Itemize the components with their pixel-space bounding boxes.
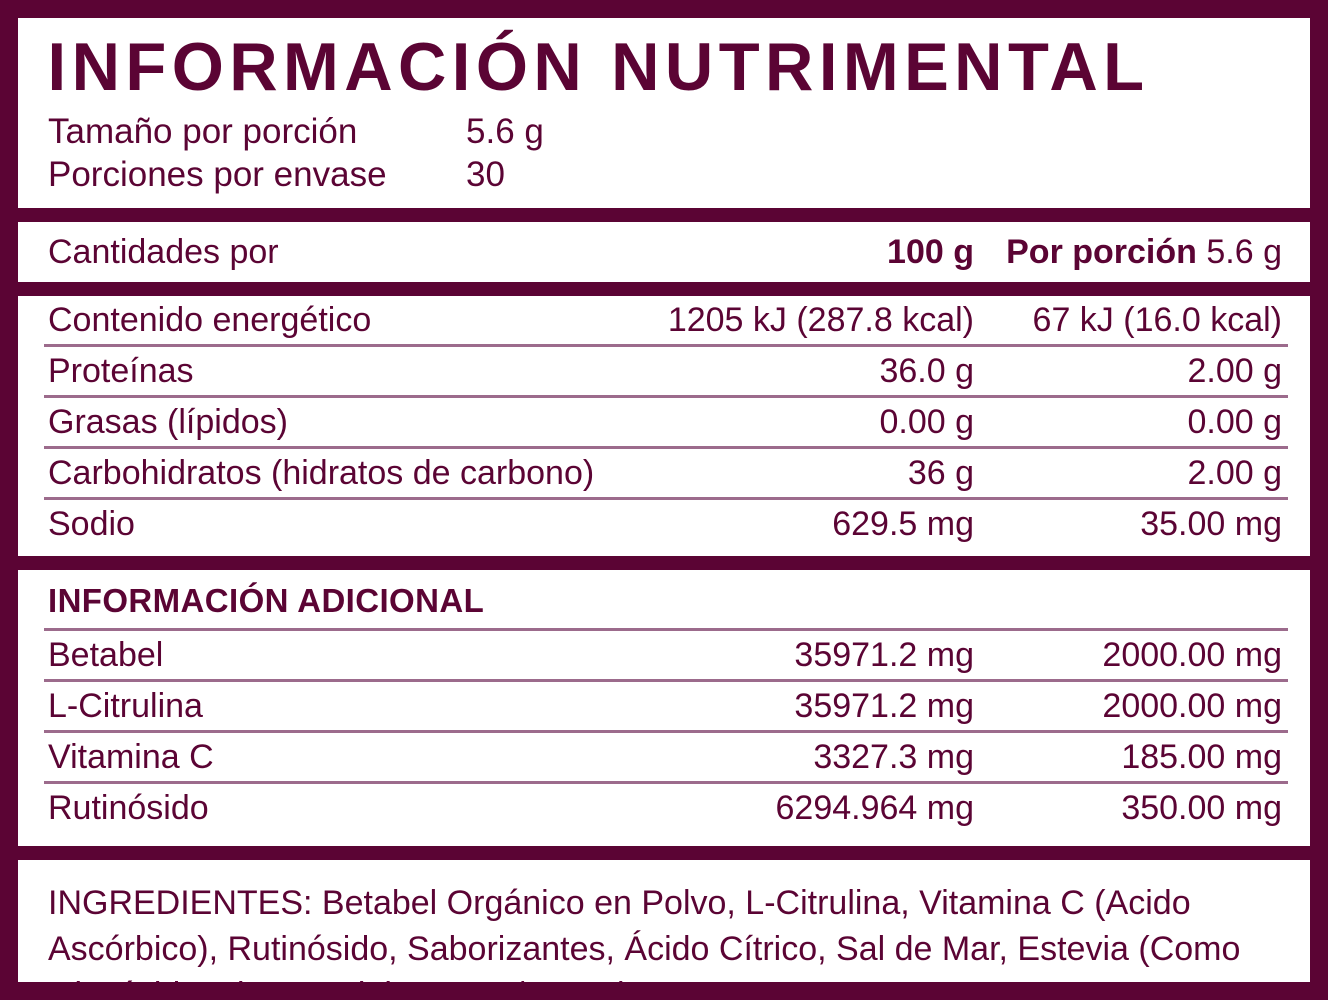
serving-info: Tamaño por porción 5.6 g Porciones por e… (18, 104, 1310, 208)
nutrient-value-per-portion: 2.00 g (1187, 352, 1282, 390)
spacer (18, 548, 1310, 556)
divider-thin (44, 679, 1288, 682)
table-row: Grasas (lípidos) 0.00 g 0.00 g (18, 398, 1310, 446)
additional-value-per-100g: 35971.2 mg (794, 636, 974, 674)
table-row: Vitamina C 3327.3 mg 185.00 mg (18, 733, 1310, 781)
additional-name: Betabel (48, 636, 164, 674)
table-row: L-Citrulina 35971.2 mg 2000.00 mg (18, 682, 1310, 730)
column-header-per-portion-bold: Por porción (1006, 233, 1197, 271)
additional-value-per-100g: 35971.2 mg (794, 687, 974, 725)
additional-value-per-100g: 6294.964 mg (775, 789, 975, 827)
nutrient-value-per-100g: 0.00 g (879, 403, 974, 441)
table-row: Contenido energético 1205 kJ (287.8 kcal… (18, 296, 1310, 344)
divider-thin (44, 628, 1288, 631)
nutrient-name: Contenido energético (48, 301, 372, 339)
divider-thick-ingredients (18, 846, 1310, 860)
nutrient-value-per-100g: 629.5 mg (832, 505, 974, 543)
additional-name: Vitamina C (48, 738, 214, 776)
additional-name: L-Citrulina (48, 687, 203, 725)
divider-thick-additional (18, 556, 1310, 570)
nutrient-value-per-100g: 36 g (907, 454, 974, 492)
divider-thin (44, 730, 1288, 733)
servings-per-container-row: Porciones por envase 30 (48, 153, 1310, 196)
divider-thin (44, 446, 1288, 449)
spacer (18, 832, 1310, 846)
serving-size-row: Tamaño por porción 5.6 g (48, 110, 1310, 153)
additional-value-per-portion: 2000.00 mg (1102, 636, 1282, 674)
serving-size-label: Tamaño por porción (48, 112, 358, 151)
nutrient-name: Grasas (lípidos) (48, 403, 288, 441)
column-header-per-100g: 100 g (887, 233, 974, 271)
additional-info-heading: INFORMACIÓN ADICIONAL (48, 582, 485, 619)
nutrient-name: Proteínas (48, 352, 194, 390)
nutrient-value-per-100g: 1205 kJ (287.8 kcal) (667, 301, 974, 339)
additional-value-per-100g: 3327.3 mg (813, 738, 974, 776)
additional-value-per-portion: 2000.00 mg (1102, 687, 1282, 725)
nutrient-value-per-portion: 67 kJ (16.0 kcal) (1032, 301, 1282, 339)
nutrient-value-per-portion: 2.00 g (1187, 454, 1282, 492)
nutrient-value-per-portion: 35.00 mg (1140, 505, 1282, 543)
table-row: Sodio 629.5 mg 35.00 mg (18, 500, 1310, 548)
nutrient-name: Carbohidratos (hidratos de carbono) (48, 454, 595, 492)
servings-per-container-label: Porciones por envase (48, 155, 387, 194)
title-block: INFORMACIÓN NUTRIMENTAL Tamaño por porci… (18, 18, 1310, 208)
ingredients-text: INGREDIENTES: Betabel Orgánico en Polvo,… (48, 884, 1241, 1000)
table-column-header: Cantidades por 100 g Por porción 5.6 g (18, 222, 1310, 282)
divider-thin (44, 395, 1288, 398)
table-row: Proteínas 36.0 g 2.00 g (18, 347, 1310, 395)
nutrient-name: Sodio (48, 505, 135, 543)
table-row: Carbohidratos (hidratos de carbono) 36 g… (18, 449, 1310, 497)
table-row: Betabel 35971.2 mg 2000.00 mg (18, 631, 1310, 679)
divider-thick-top (18, 208, 1310, 222)
nutrient-value-per-100g: 36.0 g (879, 352, 974, 390)
column-header-per-portion: Por porción 5.6 g (974, 231, 1310, 273)
table-row: Rutinósido 6294.964 mg 350.00 mg (18, 784, 1310, 832)
column-header-per-portion-amount: 5.6 g (1206, 233, 1282, 271)
divider-thin (44, 344, 1288, 347)
additional-value-per-portion: 350.00 mg (1121, 789, 1282, 827)
divider-thin (44, 781, 1288, 784)
divider-thin (44, 497, 1288, 500)
serving-size-value: 5.6 g (466, 112, 544, 151)
column-header-name: Cantidades por (48, 233, 279, 271)
page-title: INFORMACIÓN NUTRIMENTAL (47, 29, 1150, 105)
additional-value-per-portion: 185.00 mg (1121, 738, 1282, 776)
nutrient-value-per-portion: 0.00 g (1187, 403, 1282, 441)
additional-name: Rutinósido (48, 789, 209, 827)
servings-per-container-value: 30 (466, 155, 505, 194)
divider-thick-header (18, 282, 1310, 296)
